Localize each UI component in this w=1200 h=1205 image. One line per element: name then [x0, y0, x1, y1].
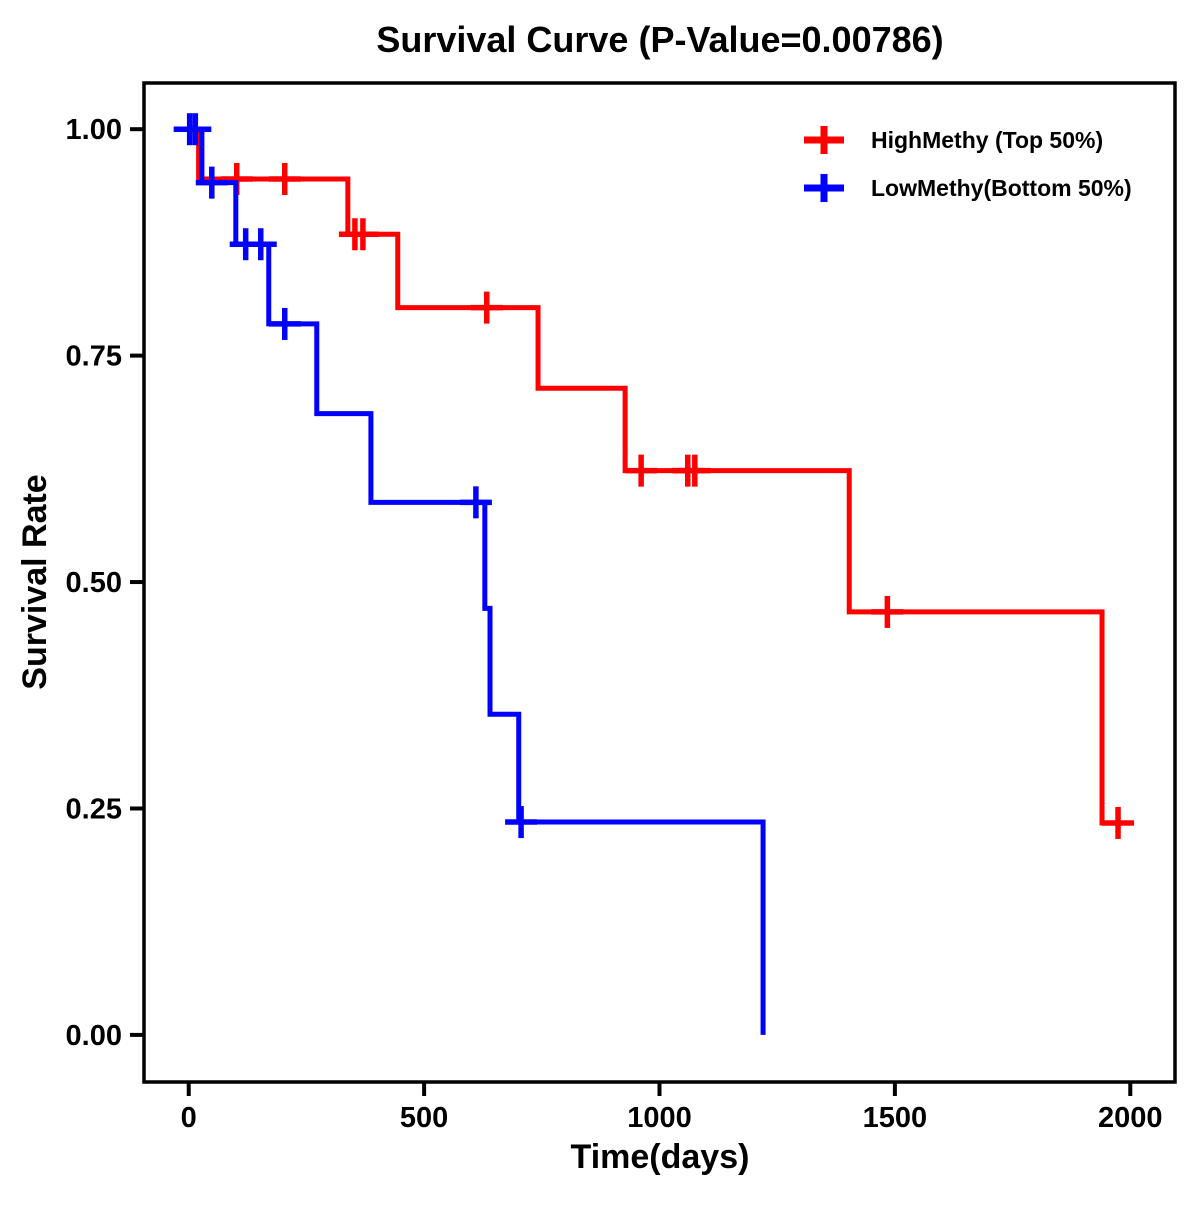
- y-tick-label: 1.00: [66, 114, 122, 146]
- x-tick-label: 1000: [627, 1102, 692, 1134]
- survival-curve-highmethy: [188, 126, 1133, 826]
- x-axis-label: Time(days): [571, 1138, 750, 1176]
- legend: HighMethy (Top 50%) LowMethy(Bottom 50%): [804, 126, 1132, 202]
- x-axis-ticks: 0 500 1000 1500 2000: [181, 1082, 1163, 1134]
- legend-label: LowMethy(Bottom 50%): [871, 175, 1132, 201]
- plot-frame: [142, 81, 1177, 1084]
- chart-title: Survival Curve (P-Value=0.00786): [376, 19, 943, 60]
- y-tick-label: 0.00: [66, 1020, 122, 1052]
- x-tick-label: 0: [181, 1102, 197, 1134]
- y-tick-label: 0.75: [66, 341, 122, 373]
- legend-label: HighMethy (Top 50%): [871, 127, 1103, 153]
- y-axis-ticks: 0.00 0.25 0.50 0.75 1.00: [66, 114, 144, 1052]
- x-tick-label: 500: [400, 1102, 448, 1134]
- x-tick-label: 1500: [863, 1102, 928, 1134]
- y-tick-label: 0.25: [66, 793, 122, 825]
- y-axis-label: Survival Rate: [16, 474, 54, 689]
- survival-curves: [173, 113, 1135, 1035]
- survival-curve-lowmethy: [188, 126, 766, 1035]
- x-tick-label: 2000: [1098, 1102, 1163, 1134]
- y-tick-label: 0.50: [66, 567, 122, 599]
